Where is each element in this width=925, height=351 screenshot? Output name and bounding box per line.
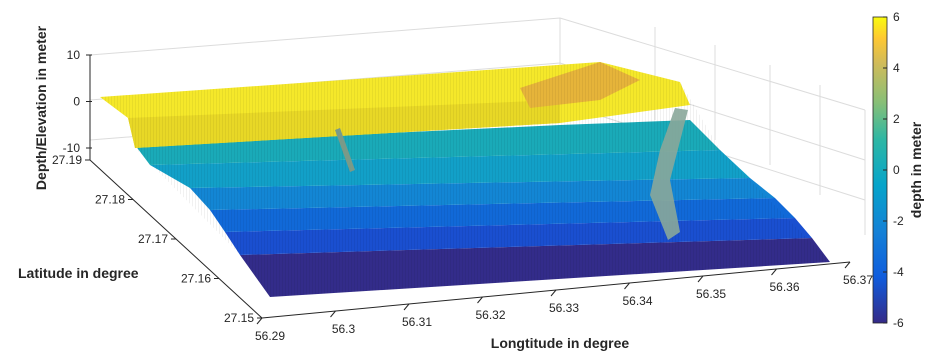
colorbar-tick-label: 4 (893, 61, 900, 75)
colorbar-tick-label: 2 (893, 112, 900, 126)
x-tick-label: 56.35 (696, 287, 726, 301)
y-tick-label: 27.17 (138, 232, 168, 246)
x-tick-label: 56.36 (769, 280, 799, 294)
x-tick-mark (624, 282, 630, 290)
surface-spike (335, 128, 355, 172)
z-tick-label: 10 (67, 48, 81, 62)
x-tick-label: 56.3 (332, 322, 356, 336)
x-tick-mark (550, 289, 557, 297)
y-tick-label: 27.19 (52, 153, 82, 167)
colorbar-label: depth in meter (908, 121, 924, 218)
surface-channel (650, 108, 688, 240)
x-tick-label: 56.32 (475, 308, 505, 322)
x-tick-label: 56.37 (843, 273, 873, 287)
x-tick-label: 56.31 (402, 315, 432, 329)
x-axis: 56.29 56.3 56.31 56.32 56.33 56.34 56.35 56.36 5… (255, 261, 873, 351)
z-axis: 10 0 -10 Depth/Elevation in meter (33, 25, 92, 190)
y-tick-label: 27.15 (224, 311, 254, 325)
x-tick-mark (477, 296, 483, 304)
surface-mesh (100, 62, 830, 297)
x-tick-mark (844, 261, 851, 269)
x-axis-label: Longtitude in degree (491, 335, 630, 351)
x-tick-mark (256, 317, 263, 325)
x-tick-label: 56.33 (549, 301, 579, 315)
x-tick-mark (403, 303, 410, 311)
x-tick-mark (330, 310, 336, 318)
z-axis-label: Depth/Elevation in meter (33, 25, 49, 190)
colorbar-tick-label: 0 (893, 163, 900, 177)
y-tick-label: 27.16 (181, 272, 211, 286)
colorbar-tick-label: -6 (893, 316, 904, 330)
x-tick-label: 56.29 (255, 329, 285, 343)
y-tick-label: 27.18 (95, 193, 125, 207)
y-axis-label: Latitude in degree (18, 265, 139, 281)
colorbar-tick-label: -4 (893, 265, 904, 279)
x-tick-label: 56.34 (622, 294, 652, 308)
depth-surface (100, 62, 830, 297)
colorbar-tick-label: 6 (893, 10, 900, 24)
x-tick-mark (771, 268, 777, 276)
x-tick-mark (697, 275, 704, 283)
z-tick-label: -10 (63, 141, 81, 155)
y-axis: 27.15 27.16 27.17 27.18 27.19 Latitude in de… (18, 153, 263, 325)
z-tick-label: 0 (73, 95, 80, 109)
colorbar-tick-label: -2 (893, 214, 904, 228)
colorbar: 6 4 2 0 -2 -4 -6 depth in meter (872, 10, 924, 330)
